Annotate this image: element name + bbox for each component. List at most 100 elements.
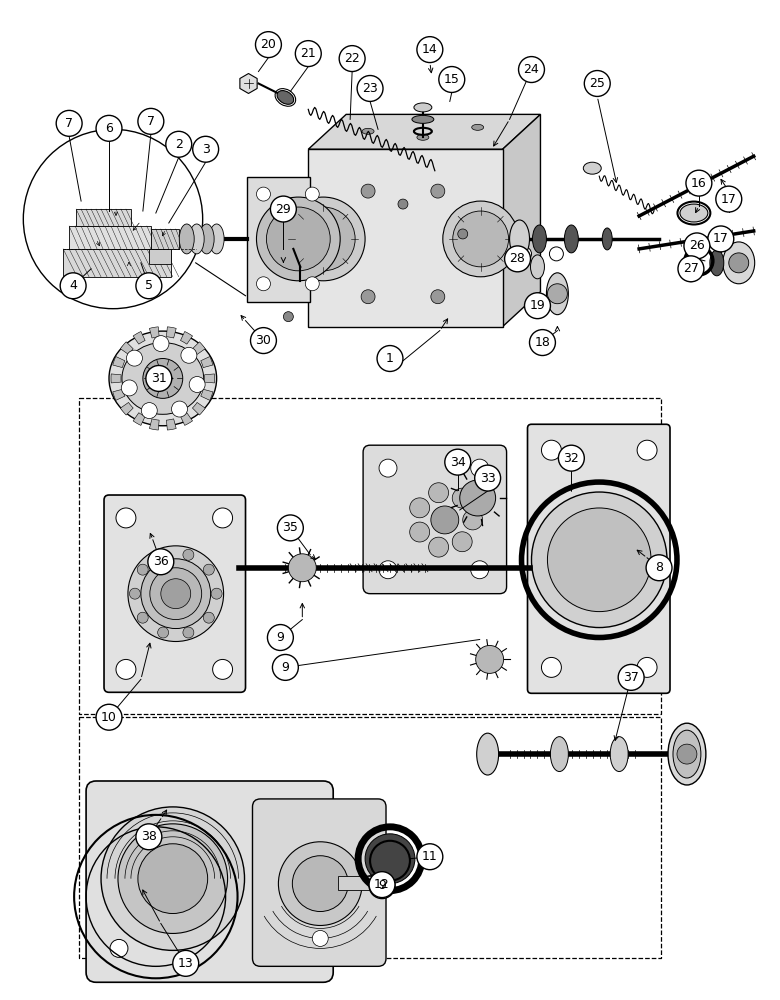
Circle shape bbox=[141, 559, 211, 629]
Circle shape bbox=[677, 744, 697, 764]
Circle shape bbox=[410, 498, 430, 518]
Ellipse shape bbox=[602, 228, 612, 250]
Text: 7: 7 bbox=[66, 117, 73, 130]
Circle shape bbox=[365, 834, 415, 884]
Circle shape bbox=[518, 247, 531, 261]
Wedge shape bbox=[133, 331, 145, 344]
Ellipse shape bbox=[472, 124, 484, 130]
Circle shape bbox=[458, 229, 468, 239]
Wedge shape bbox=[166, 419, 176, 430]
Circle shape bbox=[305, 187, 319, 201]
Text: 34: 34 bbox=[450, 456, 466, 469]
Circle shape bbox=[256, 32, 282, 58]
Ellipse shape bbox=[551, 737, 569, 772]
Circle shape bbox=[443, 201, 519, 277]
Circle shape bbox=[398, 199, 408, 209]
Circle shape bbox=[137, 612, 148, 623]
Circle shape bbox=[172, 401, 187, 417]
Ellipse shape bbox=[533, 225, 547, 253]
Circle shape bbox=[257, 277, 271, 291]
Circle shape bbox=[459, 480, 495, 516]
Circle shape bbox=[505, 246, 530, 272]
Circle shape bbox=[118, 824, 228, 933]
Circle shape bbox=[183, 627, 194, 638]
Ellipse shape bbox=[610, 737, 628, 772]
Ellipse shape bbox=[362, 128, 374, 134]
Circle shape bbox=[452, 532, 472, 552]
FancyBboxPatch shape bbox=[363, 445, 506, 594]
Circle shape bbox=[250, 328, 276, 354]
FancyBboxPatch shape bbox=[253, 799, 386, 966]
Wedge shape bbox=[150, 327, 159, 338]
Text: 2: 2 bbox=[175, 138, 183, 151]
Circle shape bbox=[129, 588, 140, 599]
Ellipse shape bbox=[414, 103, 432, 112]
Wedge shape bbox=[150, 419, 159, 430]
Wedge shape bbox=[133, 413, 145, 425]
Circle shape bbox=[278, 842, 362, 925]
Text: 37: 37 bbox=[623, 671, 639, 684]
Circle shape bbox=[558, 445, 584, 471]
Text: 29: 29 bbox=[275, 203, 291, 216]
Circle shape bbox=[292, 207, 355, 271]
Circle shape bbox=[204, 564, 215, 575]
Circle shape bbox=[379, 561, 397, 579]
Text: 9: 9 bbox=[282, 661, 289, 674]
Circle shape bbox=[110, 939, 128, 957]
Text: 23: 23 bbox=[362, 82, 378, 95]
Circle shape bbox=[452, 488, 472, 508]
Circle shape bbox=[101, 807, 244, 950]
Circle shape bbox=[339, 46, 365, 72]
Circle shape bbox=[271, 196, 296, 222]
Text: 32: 32 bbox=[563, 452, 580, 465]
Circle shape bbox=[143, 359, 183, 398]
Circle shape bbox=[708, 226, 734, 252]
Text: 30: 30 bbox=[256, 334, 271, 347]
Circle shape bbox=[417, 37, 443, 63]
Circle shape bbox=[312, 930, 328, 946]
Text: 17: 17 bbox=[721, 193, 737, 206]
Text: 15: 15 bbox=[444, 73, 459, 86]
Text: 13: 13 bbox=[178, 957, 193, 970]
Wedge shape bbox=[180, 331, 193, 344]
Ellipse shape bbox=[710, 250, 724, 276]
Circle shape bbox=[148, 549, 174, 575]
Ellipse shape bbox=[412, 115, 434, 123]
Circle shape bbox=[292, 856, 348, 912]
Text: 16: 16 bbox=[691, 177, 707, 190]
Circle shape bbox=[476, 645, 504, 673]
Circle shape bbox=[282, 197, 365, 281]
Circle shape bbox=[56, 110, 82, 136]
Text: 8: 8 bbox=[655, 561, 663, 574]
Circle shape bbox=[541, 440, 562, 460]
Ellipse shape bbox=[417, 134, 429, 140]
Circle shape bbox=[541, 657, 562, 677]
Circle shape bbox=[452, 211, 509, 267]
Wedge shape bbox=[193, 342, 205, 354]
Ellipse shape bbox=[680, 204, 708, 222]
Circle shape bbox=[305, 277, 319, 291]
Bar bbox=[63, 249, 171, 277]
Text: 20: 20 bbox=[261, 38, 276, 51]
Circle shape bbox=[470, 561, 488, 579]
Circle shape bbox=[141, 403, 158, 419]
Bar bbox=[149, 249, 171, 264]
Circle shape bbox=[283, 312, 293, 322]
Circle shape bbox=[257, 197, 340, 281]
Wedge shape bbox=[113, 389, 125, 400]
Text: 5: 5 bbox=[145, 279, 153, 292]
Ellipse shape bbox=[583, 162, 601, 174]
Circle shape bbox=[417, 844, 443, 870]
Wedge shape bbox=[113, 357, 125, 368]
Bar bbox=[339, 876, 382, 890]
Text: 24: 24 bbox=[523, 63, 539, 76]
Text: 9: 9 bbox=[378, 879, 386, 892]
Circle shape bbox=[193, 136, 218, 162]
Circle shape bbox=[181, 347, 197, 363]
Circle shape bbox=[116, 659, 136, 679]
Text: 9: 9 bbox=[276, 631, 285, 644]
Wedge shape bbox=[200, 389, 213, 400]
Circle shape bbox=[548, 284, 567, 304]
Circle shape bbox=[646, 555, 672, 581]
Text: 4: 4 bbox=[69, 279, 77, 292]
